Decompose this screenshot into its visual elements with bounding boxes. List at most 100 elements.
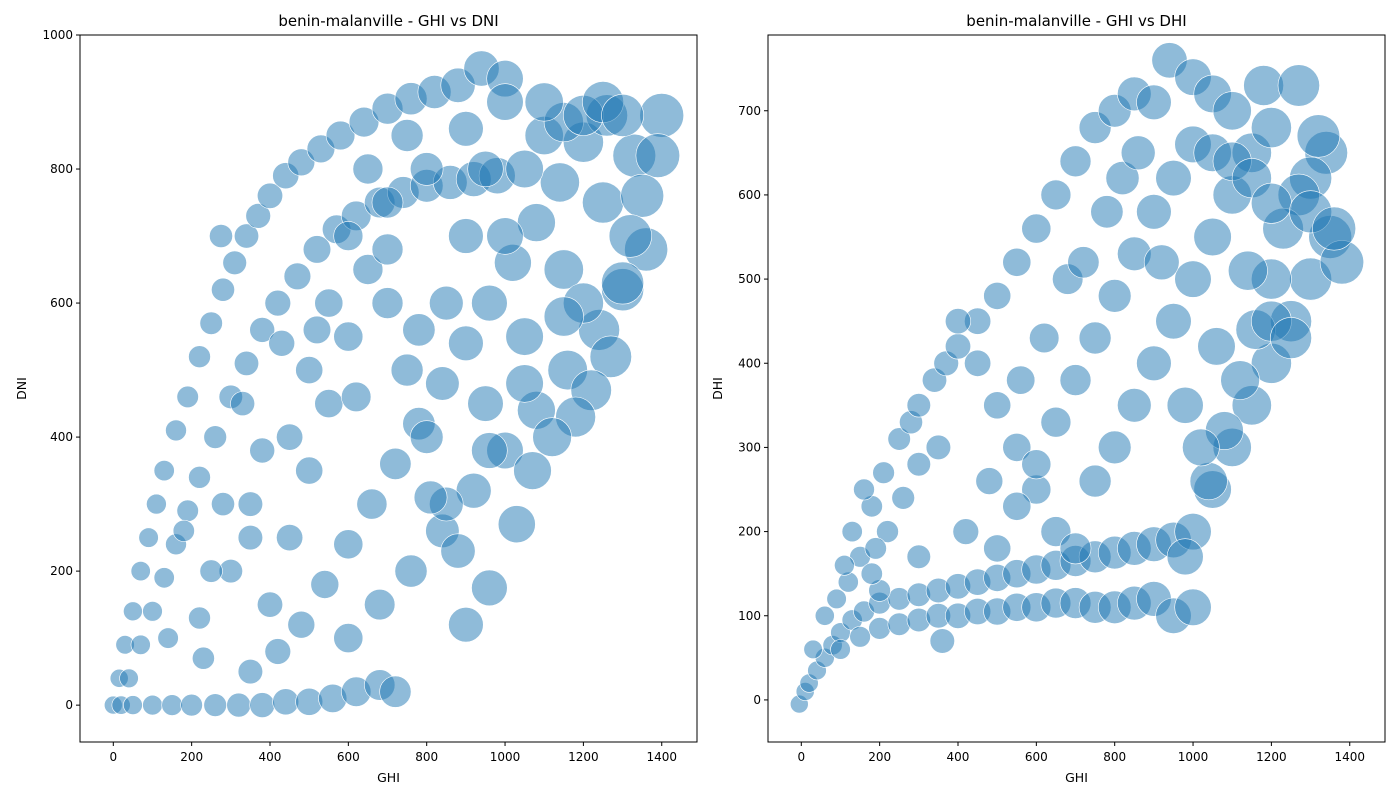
scatter-point bbox=[1182, 428, 1220, 467]
scatter-point bbox=[467, 385, 504, 422]
x-tick-label: 400 bbox=[259, 750, 282, 764]
scatter-point bbox=[203, 425, 227, 449]
scatter-point bbox=[302, 315, 332, 345]
y-tick-label: 400 bbox=[738, 356, 761, 370]
scatter-point bbox=[314, 288, 344, 318]
scatter-point bbox=[505, 149, 544, 189]
scatter-point bbox=[157, 627, 179, 649]
scatter-point bbox=[1120, 135, 1156, 171]
scatter-point bbox=[925, 434, 952, 461]
x-tick-label: 1400 bbox=[1334, 750, 1365, 764]
scatter-point bbox=[887, 427, 911, 451]
scatter-point bbox=[964, 349, 992, 377]
scatter-point bbox=[1078, 321, 1112, 355]
scatter-point bbox=[226, 692, 251, 718]
scatter-point bbox=[1136, 345, 1172, 381]
scatter-point bbox=[394, 554, 428, 588]
scatter-point bbox=[130, 634, 151, 655]
scatter-point bbox=[268, 329, 296, 357]
scatter-point bbox=[1117, 388, 1152, 423]
scatter-point bbox=[448, 111, 484, 147]
scatter-point bbox=[1251, 107, 1292, 149]
scatter-point bbox=[1220, 360, 1260, 400]
scatter-point bbox=[1059, 145, 1092, 178]
scatter-point bbox=[1136, 84, 1172, 121]
x-tick-label: 600 bbox=[337, 750, 360, 764]
scatter-point bbox=[272, 688, 300, 716]
scatter-point bbox=[295, 356, 324, 385]
x-tick-label: 200 bbox=[868, 750, 891, 764]
scatter-point bbox=[841, 521, 863, 543]
scatter-point bbox=[203, 693, 227, 717]
scatter-point bbox=[467, 150, 504, 188]
scatter-point bbox=[887, 612, 911, 636]
scatter-point bbox=[180, 693, 203, 717]
scatter-point bbox=[429, 285, 464, 321]
scatter-point bbox=[410, 420, 444, 454]
scatter-point bbox=[1105, 161, 1140, 196]
y-tick-label: 400 bbox=[50, 430, 73, 444]
plot-frame-right bbox=[767, 34, 1386, 743]
scatter-point bbox=[352, 254, 384, 285]
scatter-point bbox=[471, 569, 508, 607]
y-tick-label: 300 bbox=[738, 440, 761, 454]
scatter-points-left bbox=[104, 50, 685, 718]
scatter-point bbox=[1090, 195, 1124, 229]
scatter-point bbox=[1059, 532, 1092, 565]
scatter-point bbox=[513, 451, 552, 490]
scatter-points-right bbox=[789, 42, 1364, 714]
scatter-point bbox=[364, 588, 396, 621]
scatter-point bbox=[601, 261, 645, 305]
scatter-point bbox=[906, 393, 931, 418]
scatter-point bbox=[165, 419, 187, 442]
scatter-point bbox=[287, 610, 316, 639]
scatter-point bbox=[524, 82, 564, 122]
scatter-point bbox=[1251, 182, 1292, 224]
scatter-point bbox=[868, 617, 891, 640]
x-tick-label: 800 bbox=[1103, 750, 1126, 764]
scatter-point bbox=[1212, 91, 1252, 131]
scatter-point bbox=[1243, 65, 1284, 106]
x-tick-label: 1400 bbox=[646, 750, 677, 764]
scatter-point bbox=[153, 567, 175, 589]
scatter-point bbox=[310, 570, 340, 599]
x-axis-label-left: GHI bbox=[377, 770, 400, 785]
scatter-point bbox=[341, 381, 372, 413]
x-tick-label: 1000 bbox=[490, 750, 521, 764]
chart-title-right: benin-malanville - GHI vs DHI bbox=[966, 12, 1186, 30]
scatter-point bbox=[639, 93, 685, 138]
scatter-point bbox=[371, 186, 404, 219]
scatter-point bbox=[222, 250, 247, 275]
scatter-point bbox=[803, 639, 823, 660]
scatter-point bbox=[1166, 538, 1204, 576]
scatter-point bbox=[505, 364, 544, 403]
y-tick-label: 0 bbox=[65, 698, 73, 712]
scatter-point bbox=[543, 296, 584, 337]
x-tick-label: 0 bbox=[797, 750, 805, 764]
scatter-point bbox=[176, 385, 199, 409]
scatter-point bbox=[1143, 244, 1180, 281]
scatter-point bbox=[356, 488, 388, 520]
scatter-point bbox=[983, 281, 1012, 310]
scatter-point bbox=[413, 480, 448, 515]
scatter-point bbox=[283, 262, 312, 290]
x-tick-label: 600 bbox=[1025, 750, 1048, 764]
scatter-point bbox=[1021, 213, 1052, 244]
scatter-point bbox=[256, 182, 283, 209]
y-axis-label-left: DNI bbox=[14, 377, 29, 400]
scatter-point bbox=[352, 153, 384, 185]
scatter-point bbox=[1059, 364, 1092, 396]
scatter-point bbox=[1006, 365, 1036, 395]
left-chart: benin-malanville - GHI vs DNI 0 200 400 600… bbox=[14, 12, 698, 785]
scatter-point bbox=[333, 623, 364, 654]
scatter-point bbox=[849, 626, 871, 648]
scatter-point bbox=[952, 518, 979, 545]
y-tick-label: 600 bbox=[50, 296, 73, 310]
scatter-point bbox=[142, 694, 163, 716]
scatter-point bbox=[249, 692, 276, 718]
scatter-point bbox=[497, 505, 536, 544]
scatter-point bbox=[532, 417, 572, 457]
scatter-point bbox=[199, 311, 223, 335]
scatter-point bbox=[1078, 464, 1112, 498]
